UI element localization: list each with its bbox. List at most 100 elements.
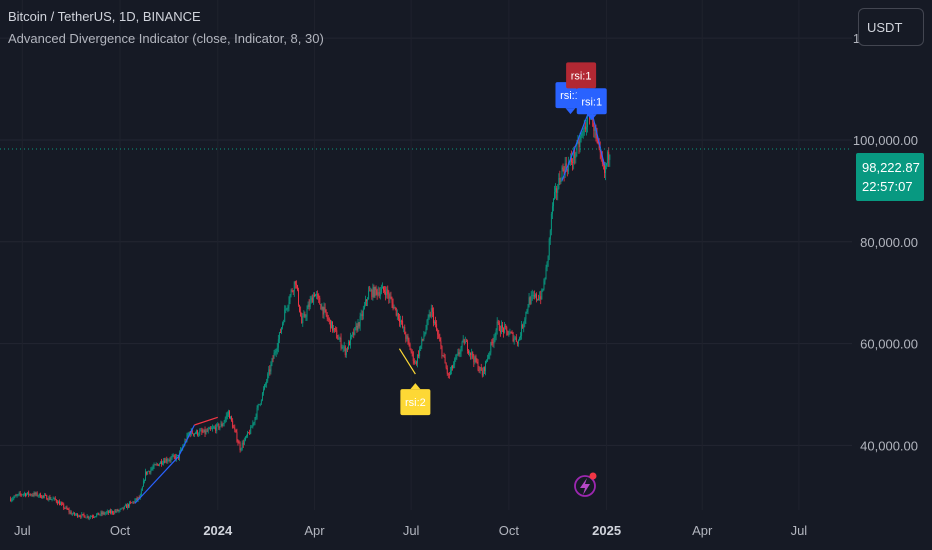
candle-body xyxy=(599,148,601,153)
candle-body xyxy=(373,287,375,297)
candle-body xyxy=(443,355,445,358)
candle-body xyxy=(515,337,517,342)
candle-body xyxy=(69,511,71,513)
candle-body xyxy=(293,281,295,292)
divergence-label-text: rsi:1 xyxy=(560,90,581,102)
candle-body xyxy=(401,320,403,322)
candle-body xyxy=(89,516,91,518)
candle-body xyxy=(95,516,97,518)
candle-body xyxy=(284,309,286,322)
candle-body xyxy=(415,362,417,364)
candle-body xyxy=(305,316,307,318)
candle-body xyxy=(461,341,463,348)
candle-body xyxy=(438,334,440,338)
candle-body xyxy=(85,517,87,519)
candle-body xyxy=(202,431,204,433)
candle-body xyxy=(371,289,373,298)
candle-body xyxy=(42,495,43,498)
candle-body xyxy=(378,292,380,296)
candle-body xyxy=(520,335,521,338)
candle-body xyxy=(315,294,316,297)
candle-body xyxy=(243,440,245,445)
candle-body xyxy=(449,370,451,375)
candle-body xyxy=(562,167,564,170)
candle-body xyxy=(601,157,603,164)
candle-body xyxy=(609,154,611,160)
candle-body xyxy=(278,332,280,340)
candle-body xyxy=(576,142,578,154)
candle-body xyxy=(32,495,34,496)
candle-body xyxy=(171,456,173,458)
candle-body xyxy=(250,426,252,434)
candle-body xyxy=(169,459,171,461)
divergence-label-2[interactable]: rsi:1 xyxy=(576,88,607,121)
candle-body xyxy=(190,430,192,436)
candle-body xyxy=(317,294,319,296)
candle-body xyxy=(560,181,562,183)
candle-body xyxy=(99,514,101,516)
candle-body xyxy=(339,337,341,339)
candle-body xyxy=(498,322,500,331)
candle-body xyxy=(49,496,51,500)
candle-body xyxy=(555,188,557,193)
candle-body xyxy=(367,299,369,302)
candle-body xyxy=(253,422,255,424)
candle-body xyxy=(472,352,474,358)
candle-body xyxy=(383,286,384,291)
lightning-bolt xyxy=(580,478,590,495)
divergence-line-bear xyxy=(194,416,218,426)
candle-body xyxy=(379,292,381,296)
candle-body xyxy=(176,455,178,456)
candle-body xyxy=(376,290,378,295)
candle-body xyxy=(476,361,478,363)
candle-body xyxy=(11,499,13,501)
indicator-legend[interactable]: Advanced Divergence Indicator (close, In… xyxy=(8,31,324,46)
candle-body xyxy=(491,342,493,344)
candle-body xyxy=(268,369,270,375)
candle-body xyxy=(410,349,412,352)
currency-button[interactable]: USDT xyxy=(858,8,924,46)
candle-body xyxy=(273,352,275,359)
candle-body xyxy=(346,348,348,350)
lightning-bolt-icon[interactable] xyxy=(574,472,597,497)
candle-body xyxy=(108,510,110,513)
divergence-label-pointer xyxy=(586,114,597,121)
candle-body xyxy=(370,289,372,291)
divergence-label-box xyxy=(576,88,607,115)
candle-body xyxy=(566,169,568,172)
candle-body xyxy=(141,486,143,491)
candle-body xyxy=(81,514,83,518)
candle-body xyxy=(338,338,340,340)
candle-body xyxy=(168,459,170,461)
candle-body xyxy=(146,471,148,475)
candle-body xyxy=(18,493,20,495)
candle-body xyxy=(509,332,511,335)
candle-body xyxy=(523,323,525,328)
candle-body xyxy=(215,427,217,431)
candle-body xyxy=(302,316,304,324)
candle-body xyxy=(423,335,425,339)
candle-body xyxy=(15,495,17,497)
candle-body xyxy=(100,512,102,515)
divergence-label-3[interactable]: rsi:2 xyxy=(400,383,431,416)
candle-body xyxy=(490,342,492,353)
candle-body xyxy=(97,512,99,515)
x-tick-label: 2024 xyxy=(203,523,233,538)
divergence-line-bull xyxy=(134,456,179,504)
candle-body xyxy=(578,141,580,148)
candle-body xyxy=(134,500,136,503)
symbol-title[interactable]: Bitcoin / TetherUS, 1D, BINANCE xyxy=(8,9,201,24)
candle-body xyxy=(374,287,376,297)
candle-body xyxy=(453,364,455,369)
candle-body xyxy=(402,320,404,328)
candle-body xyxy=(87,516,89,519)
candle-body xyxy=(400,320,401,323)
candle-body xyxy=(506,327,508,331)
divergence-label-1[interactable]: rsi:1 xyxy=(566,62,597,95)
candle-body xyxy=(149,471,151,473)
candle-body xyxy=(495,329,497,337)
candle-body xyxy=(82,514,84,515)
candle-body xyxy=(287,306,289,309)
